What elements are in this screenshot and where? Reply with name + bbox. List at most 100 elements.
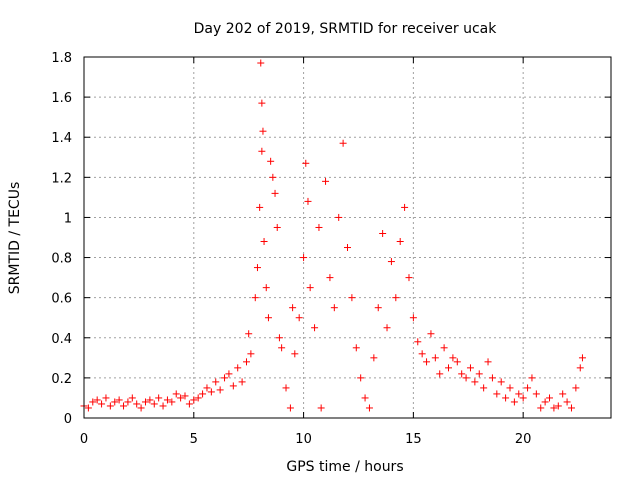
data-point <box>286 404 294 412</box>
data-point <box>300 254 308 262</box>
data-point <box>257 59 265 67</box>
data-point <box>84 404 92 412</box>
data-point <box>207 388 215 396</box>
y-tick-label: 0.4 <box>51 332 72 347</box>
data-point <box>258 147 266 155</box>
data-point <box>578 354 586 362</box>
data-point <box>387 258 395 266</box>
data-point <box>199 390 207 398</box>
data-point <box>440 344 448 352</box>
data-point <box>405 274 413 282</box>
data-point <box>567 404 575 412</box>
y-tick-label: 0 <box>64 412 72 427</box>
data-point <box>524 384 532 392</box>
data-point <box>275 334 283 342</box>
data-point <box>190 396 198 404</box>
data-point <box>458 370 466 378</box>
data-point <box>282 384 290 392</box>
data-point <box>563 398 571 406</box>
y-tick-label: 1.8 <box>51 51 72 66</box>
data-point <box>414 338 422 346</box>
data-point <box>311 324 319 332</box>
data-point <box>510 398 518 406</box>
data-point <box>262 284 270 292</box>
x-tick-label: 0 <box>80 432 88 447</box>
data-point <box>374 304 382 312</box>
data-point <box>453 358 461 366</box>
data-point <box>317 404 325 412</box>
data-point <box>484 358 492 366</box>
data-point <box>449 354 457 362</box>
data-point <box>445 364 453 372</box>
data-point <box>528 374 536 382</box>
data-point <box>102 394 110 402</box>
data-point <box>203 384 211 392</box>
data-point <box>238 378 246 386</box>
data-point <box>106 402 114 410</box>
data-point <box>357 374 365 382</box>
data-point <box>289 304 297 312</box>
data-point <box>256 203 264 211</box>
data-point <box>506 384 514 392</box>
y-tick-label: 0.2 <box>51 372 72 387</box>
data-point <box>150 400 158 408</box>
data-point <box>502 394 510 402</box>
data-point <box>475 370 483 378</box>
y-tick-label: 1.4 <box>51 131 72 146</box>
data-point <box>519 394 527 402</box>
data-point <box>146 396 154 404</box>
data-point <box>401 203 409 211</box>
data-point <box>194 394 202 402</box>
y-tick-label: 1.6 <box>51 91 72 106</box>
chart-title: Day 202 of 2019, SRMTID for receiver uca… <box>194 21 498 37</box>
data-point <box>115 396 123 404</box>
data-point <box>396 238 404 246</box>
data-point <box>379 229 387 237</box>
data-point <box>493 390 501 398</box>
data-point <box>225 370 233 378</box>
data-point <box>383 324 391 332</box>
x-tick-label: 10 <box>295 432 312 447</box>
data-point <box>89 398 97 406</box>
data-point <box>271 189 279 197</box>
grid <box>84 57 611 418</box>
data-point <box>216 386 224 394</box>
data-point <box>155 394 163 402</box>
data-point <box>361 394 369 402</box>
data-point <box>370 354 378 362</box>
data-point <box>330 304 338 312</box>
data-point <box>93 396 101 404</box>
data-point <box>141 398 149 406</box>
x-tick-label: 20 <box>515 432 532 447</box>
data-point <box>242 358 250 366</box>
data-point <box>221 374 229 382</box>
data-point <box>546 394 554 402</box>
data-point <box>315 223 323 231</box>
data-point <box>322 177 330 185</box>
data-point <box>304 197 312 205</box>
data-point <box>541 398 549 406</box>
data-point <box>185 400 193 408</box>
y-tick-label: 1 <box>64 211 72 226</box>
data-point <box>264 314 272 322</box>
data-point <box>554 402 562 410</box>
data-point <box>258 99 266 107</box>
data-point <box>172 390 180 398</box>
data-point <box>480 384 488 392</box>
data-point <box>259 127 267 135</box>
data-point <box>488 374 496 382</box>
data-point <box>181 392 189 400</box>
x-axis-title: GPS time / hours <box>286 459 403 475</box>
data-point <box>273 223 281 231</box>
data-point <box>168 398 176 406</box>
plot-frame <box>83 56 612 419</box>
data-point <box>251 294 259 302</box>
data-point <box>335 213 343 221</box>
data-point <box>409 314 417 322</box>
data-point <box>348 294 356 302</box>
y-tick-label: 1.2 <box>51 171 72 186</box>
data-point <box>133 400 141 408</box>
data-point <box>497 378 505 386</box>
data-point <box>423 358 431 366</box>
